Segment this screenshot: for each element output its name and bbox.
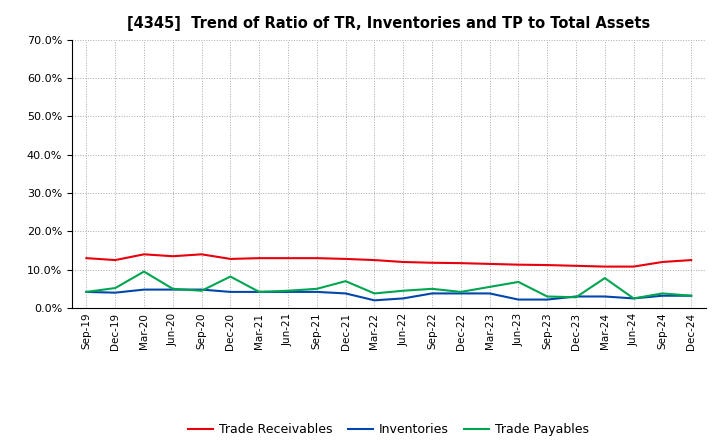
Trade Payables [140, 269, 148, 274]
Inventories [140, 287, 148, 292]
Trade Receivables [687, 257, 696, 263]
Inventories [600, 294, 609, 299]
Inventories [82, 289, 91, 294]
Inventories [255, 289, 264, 294]
Trade Payables [341, 279, 350, 284]
Trade Receivables [370, 257, 379, 263]
Inventories [197, 287, 206, 292]
Trade Payables [168, 286, 177, 291]
Trade Receivables [140, 252, 148, 257]
Trade Receivables [600, 264, 609, 269]
Trade Payables [543, 294, 552, 299]
Title: [4345]  Trend of Ratio of TR, Inventories and TP to Total Assets: [4345] Trend of Ratio of TR, Inventories… [127, 16, 650, 32]
Inventories [456, 291, 465, 296]
Inventories [370, 298, 379, 303]
Trade Receivables [82, 256, 91, 261]
Trade Receivables [629, 264, 638, 269]
Trade Receivables [543, 262, 552, 268]
Line: Trade Receivables: Trade Receivables [86, 254, 691, 267]
Inventories [399, 296, 408, 301]
Inventories [428, 291, 436, 296]
Trade Payables [82, 289, 91, 294]
Trade Payables [600, 275, 609, 281]
Inventories [341, 291, 350, 296]
Trade Receivables [428, 260, 436, 265]
Trade Receivables [399, 259, 408, 264]
Inventories [111, 290, 120, 295]
Trade Receivables [572, 263, 580, 268]
Trade Receivables [226, 256, 235, 261]
Trade Payables [485, 284, 494, 290]
Trade Receivables [456, 260, 465, 266]
Line: Inventories: Inventories [86, 290, 691, 301]
Trade Receivables [658, 259, 667, 264]
Trade Receivables [284, 256, 292, 261]
Trade Payables [572, 295, 580, 300]
Trade Payables [399, 288, 408, 293]
Trade Receivables [312, 256, 321, 261]
Inventories [312, 289, 321, 294]
Inventories [629, 296, 638, 301]
Inventories [687, 293, 696, 298]
Trade Payables [226, 274, 235, 279]
Inventories [543, 297, 552, 302]
Inventories [572, 294, 580, 299]
Trade Receivables [197, 252, 206, 257]
Trade Payables [629, 296, 638, 301]
Trade Payables [658, 291, 667, 296]
Trade Payables [255, 289, 264, 294]
Trade Receivables [168, 253, 177, 259]
Trade Receivables [485, 261, 494, 267]
Legend: Trade Receivables, Inventories, Trade Payables: Trade Receivables, Inventories, Trade Pa… [183, 418, 595, 440]
Inventories [284, 289, 292, 294]
Trade Payables [687, 293, 696, 298]
Inventories [168, 287, 177, 292]
Trade Receivables [341, 256, 350, 261]
Trade Payables [284, 288, 292, 293]
Trade Payables [370, 291, 379, 296]
Trade Payables [456, 289, 465, 294]
Trade Payables [428, 286, 436, 291]
Trade Payables [197, 288, 206, 293]
Inventories [514, 297, 523, 302]
Trade Receivables [255, 256, 264, 261]
Trade Payables [312, 286, 321, 291]
Inventories [226, 289, 235, 294]
Inventories [658, 293, 667, 298]
Trade Receivables [111, 257, 120, 263]
Line: Trade Payables: Trade Payables [86, 271, 691, 298]
Inventories [485, 291, 494, 296]
Trade Payables [514, 279, 523, 285]
Trade Receivables [514, 262, 523, 268]
Trade Payables [111, 286, 120, 291]
